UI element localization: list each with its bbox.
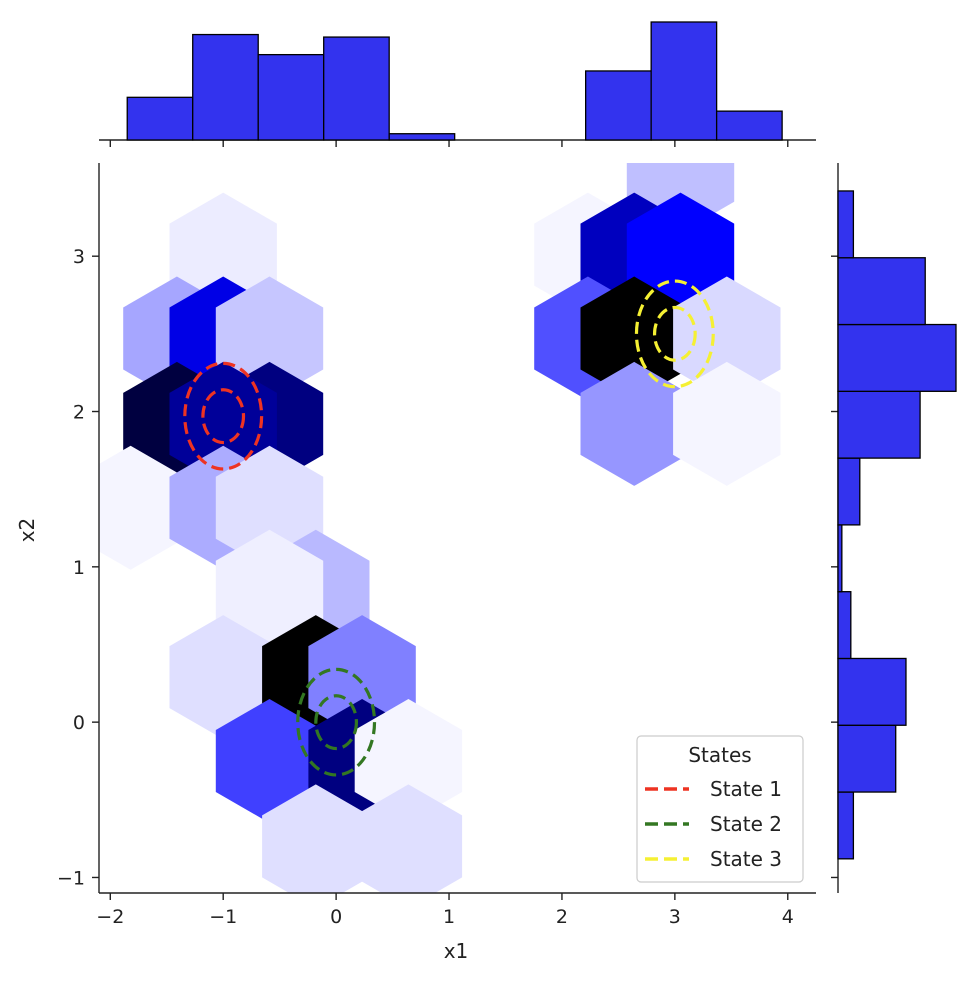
hexbin-cell (99, 445, 185, 570)
x-tick-label: 4 (782, 906, 794, 928)
state-ellipse-state2 (314, 694, 359, 751)
legend-label-state1: State 1 (710, 777, 782, 801)
state-ellipses (183, 279, 715, 777)
legend-box (636, 735, 804, 883)
state-ellipse-state1 (183, 361, 264, 471)
legend-label-state3: State 3 (710, 847, 782, 871)
top-hist-bar (650, 21, 718, 141)
top-hist-bar (715, 110, 783, 141)
x-tick-label: 1 (443, 906, 455, 928)
right-hist-bar (837, 390, 921, 459)
right-hist-bar (837, 657, 907, 726)
right-hist-bar (837, 524, 843, 593)
legend-label-state2: State 2 (710, 812, 782, 836)
hexbin-cell (169, 615, 277, 740)
top-hist-bar (323, 36, 390, 141)
right-marginal-histogram (831, 163, 957, 893)
top-hist-bar (126, 96, 194, 141)
state-ellipse-state3 (634, 279, 715, 389)
y-axis-label: x2 (15, 518, 39, 543)
top-hist-bar (388, 133, 456, 141)
top-hist-bar (585, 70, 652, 141)
y-tick-label: 2 (73, 402, 85, 424)
legend: States State 1 State 2 State 3 (636, 735, 804, 883)
main-axes: −2 −1 0 1 2 3 4 −1 0 1 2 3 (57, 163, 816, 928)
top-hist-bar (257, 53, 325, 141)
x-tick-label: −1 (209, 906, 237, 928)
x-tick-label: −2 (96, 906, 124, 928)
right-hist-bar (837, 257, 926, 326)
top-marginal-histogram (99, 21, 816, 147)
y-tick-label: 3 (73, 246, 85, 268)
hexbin-cell (215, 445, 324, 570)
x-tick-label: 2 (556, 906, 568, 928)
hexbin-cell (673, 361, 781, 486)
hexbin-cell (626, 192, 735, 317)
hexbin-cell (580, 361, 688, 486)
state-ellipse-state2 (296, 667, 377, 777)
right-hist-bar (837, 457, 861, 526)
hexbin-cell (354, 699, 463, 823)
x-tick-label: 0 (330, 906, 342, 928)
y-tick-label: 0 (73, 712, 85, 734)
right-hist-bar (837, 591, 852, 660)
hexbin-cell (308, 615, 416, 740)
right-hist-bar (837, 190, 855, 259)
legend-title: States (688, 743, 751, 767)
hexbin-layer (99, 163, 781, 893)
right-hist-bar (837, 323, 957, 392)
right-hist-bar (837, 791, 855, 860)
y-tick-label: 1 (73, 557, 85, 579)
x-axis-label: x1 (444, 939, 469, 963)
hexbin-cell (215, 699, 324, 823)
state-ellipse-state1 (201, 388, 246, 445)
hexbin-cell (215, 529, 324, 654)
hexbin-cell (673, 276, 781, 401)
hexbin-cell (169, 192, 277, 317)
hexbin-cell (262, 784, 370, 893)
state-ellipse-state3 (652, 305, 697, 362)
y-tick-label: −1 (57, 867, 85, 889)
hexbin-cell (354, 784, 463, 893)
top-hist-bar (192, 33, 259, 141)
hexbin-cell (580, 276, 688, 401)
right-hist-bar (837, 724, 897, 793)
x-tick-label: 3 (669, 906, 681, 928)
